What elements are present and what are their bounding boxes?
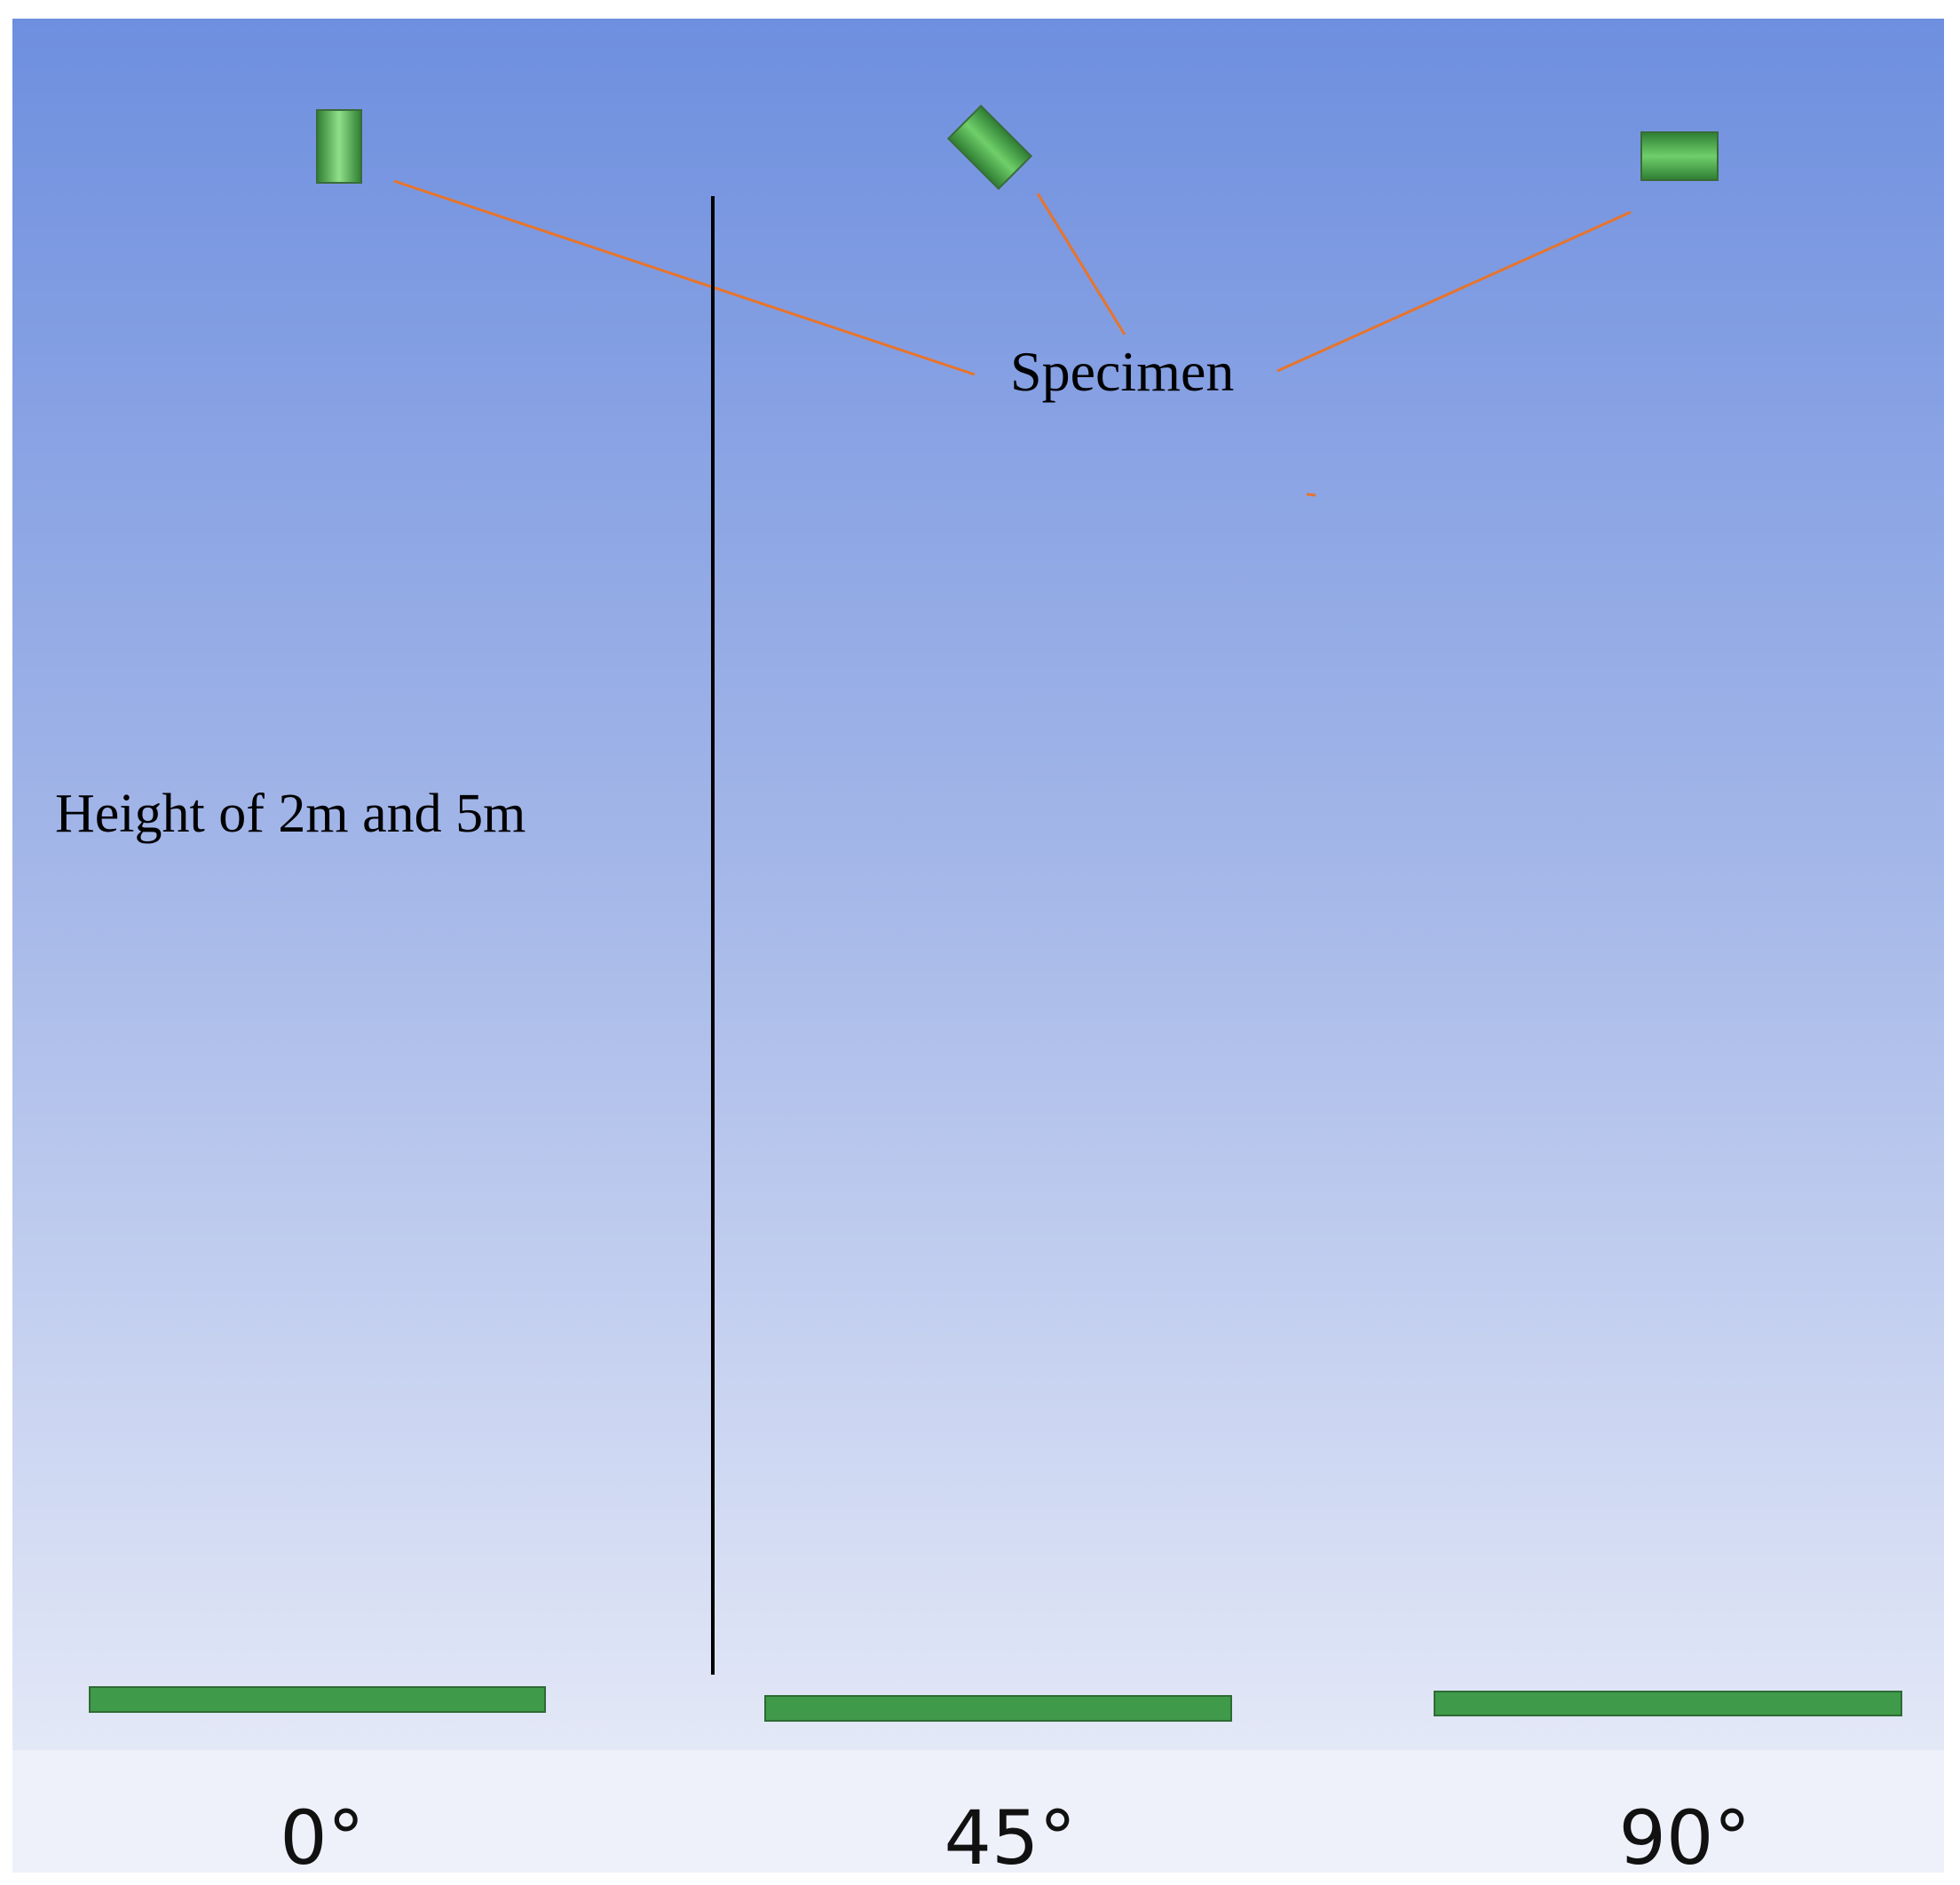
angle-label: 0° [280, 1794, 364, 1881]
plate [89, 1686, 546, 1713]
leader-line [1276, 210, 1632, 373]
specimen-0 [316, 109, 362, 184]
label-strip [12, 1750, 1944, 1873]
angle-label: 45° [944, 1794, 1077, 1881]
plate [764, 1695, 1232, 1722]
specimen-45 [946, 104, 1033, 191]
leader-dot [1306, 493, 1316, 497]
height-label: Height of 2m and 5m [55, 784, 526, 844]
specimen-label: Specimen [1010, 340, 1234, 403]
specimen-body [946, 104, 1033, 191]
angle-label: 90° [1619, 1794, 1751, 1881]
plate [1434, 1691, 1902, 1716]
leader-lines [393, 179, 1632, 497]
background [12, 19, 1944, 1873]
leader-line [393, 179, 976, 376]
specimen-90 [1640, 131, 1719, 181]
leader-line [1036, 193, 1126, 335]
